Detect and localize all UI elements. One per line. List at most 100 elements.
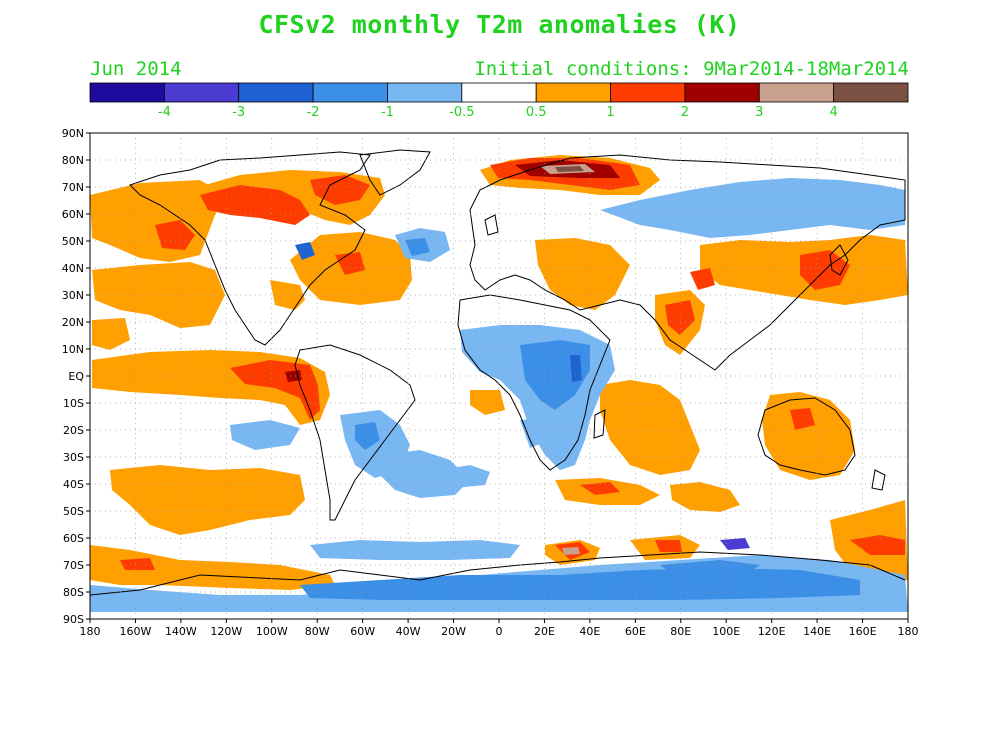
colorbar [89,82,909,103]
lat-label: 70S [63,559,84,572]
anomaly-warm-pacific-band [92,262,225,328]
lon-label: 160E [849,625,877,638]
lat-label: 50S [63,505,84,518]
anomaly-cool2-natl [405,238,430,256]
lon-label: 100E [712,625,740,638]
anomaly-hot-alaska [155,220,195,250]
lat-label: EQ [68,370,84,383]
colorbar-tick-label: -0.5 [449,105,474,120]
lat-label: 50N [62,235,84,248]
anomaly-hot-sind [580,482,620,495]
colorbar-swatch [163,82,240,103]
anomaly-warm-pac-w [92,318,130,350]
latitude-labels: 90N 80N 70N 60N 50N 40N 30N 20N 10N EQ 10S 20S 30S 40… [62,127,90,626]
coast-greenland [359,149,431,196]
lon-label: 0 [496,625,503,638]
colorbar-tick-label: -1 [381,105,394,120]
anomaly-cool-wpac [520,418,550,448]
initial-conditions: Initial conditions: 9Mar2014-18Mar2014 [474,58,909,80]
colorbar-tick-label: 4 [829,105,837,120]
anomaly-hot4-so [562,547,580,555]
graticule [90,133,908,619]
lat-label: 40S [63,478,84,491]
colorbar-tick-label: -4 [158,105,171,120]
lat-label: 20S [63,424,84,437]
lon-label: 120E [758,625,786,638]
anomaly-cool3-africa [570,355,582,382]
anomaly-hot-canada [200,185,310,225]
anomaly-warm-spac [110,465,305,535]
lat-label: 80S [63,586,84,599]
coast-australia [757,397,856,476]
lat-label: 20N [62,316,84,329]
coast-japan [829,244,849,276]
lat-label: 30S [63,451,84,464]
coast-antarctica [90,551,906,596]
lat-label: 90S [63,613,84,626]
anomaly-cool3-antarctic [720,538,750,550]
colorbar-swatch [387,82,463,103]
lat-label: 70N [62,181,84,194]
colorbar-swatch [610,82,686,103]
coast-north-america [129,151,371,346]
colorbar-tick-label: 3 [755,105,763,120]
lon-label: 140W [165,625,197,638]
anomaly-warm-se-us [270,280,305,310]
lat-label: 60N [62,208,84,221]
anomaly-cool-s-pac-w [230,420,300,450]
anomaly-cool-siberia [600,178,905,238]
colorbar-swatch [684,82,760,103]
anomaly-cool-s-ind [440,465,490,488]
anomaly-hot-canada-e [310,175,370,205]
coast-nz [871,469,886,491]
anomaly-cool-s-atl [380,450,470,498]
longitude-labels: 180 160W 140W 120W 100W 80W 60W 40W 20W 0 20E 40E 60… [80,619,919,638]
coast-south-america [294,344,416,521]
anomaly-cool3-greatlakes [295,242,315,260]
anomaly-hot-australia [790,408,815,430]
lat-label: 80N [62,154,84,167]
forecast-period: Jun 2014 [90,58,182,80]
coastlines [90,149,906,596]
lon-label: 180 [898,625,919,638]
colorbar-swatch [89,82,165,103]
lat-label: 40N [62,262,84,275]
lon-label: 60W [350,625,375,638]
anomaly-warm-n-africa-mid [535,238,630,310]
anomaly-warm-npacific [90,180,225,262]
colorbar-swatch [238,82,314,103]
map-title: CFSv2 monthly T2m anomalies (K) [258,10,741,39]
coast-uk [484,214,499,236]
colorbar-swatch [833,82,909,103]
anomaly-warm-s-indian [670,482,740,512]
anomaly-hot-india [665,300,695,335]
lat-label: 90N [62,127,84,140]
anomaly-hot-so3 [655,540,682,552]
anomaly-hot-samoa [120,558,155,570]
lon-label: 40E [579,625,600,638]
anomaly-hot-asia [690,268,715,290]
lon-label: 140E [803,625,831,638]
lat-label: 30N [62,289,84,302]
coast-africa [457,294,611,471]
lon-label: 100W [256,625,288,638]
lon-label: 20W [441,625,466,638]
lon-label: 40W [396,625,421,638]
colorbar-swatch [758,82,835,103]
anomaly-cool-so-band [310,540,520,560]
anomaly-hot-so2 [850,535,905,555]
lon-label: 160W [120,625,152,638]
lat-label: 60S [63,532,84,545]
colorbar-tick-label: 1 [606,105,614,120]
lon-label: 80W [305,625,330,638]
coast-madagascar [593,409,606,439]
anomaly-warm-s-atl [470,390,505,415]
lon-label: 180 [80,625,101,638]
colorbar-tick-label: -2 [307,105,320,120]
colorbar-tick-label: 0.5 [526,105,547,120]
lon-label: 20E [534,625,555,638]
colorbar-swatch [312,82,388,103]
lat-label: 10S [63,397,84,410]
colorbar-swatch [535,82,611,103]
lon-label: 80E [670,625,691,638]
